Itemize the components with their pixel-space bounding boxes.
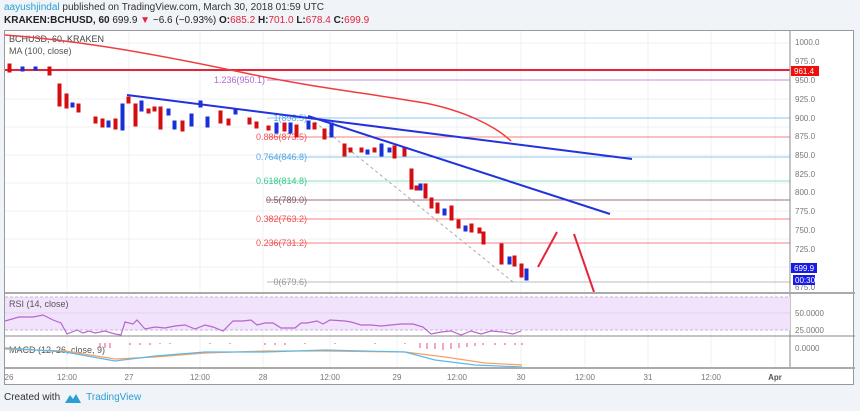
down-arrow-icon: ▼ xyxy=(140,15,151,26)
time-axis[interactable]: 26 12:00 27 12:00 28 12:00 29 12:00 30 1… xyxy=(5,373,782,382)
fib-label: 0.618(814.8) xyxy=(256,176,307,186)
rsi-axis: 50.0000 25.0000 xyxy=(795,309,824,335)
time-tick: 26 xyxy=(5,373,14,382)
candlesticks xyxy=(7,63,529,281)
projection-down-line xyxy=(573,233,595,293)
publish-text: published on TradingView.com, March 30, … xyxy=(62,2,325,13)
close-value: 699.9 xyxy=(344,15,370,26)
symbol-name: KRAKEN:BCHUSD, 60 xyxy=(4,15,110,26)
last-price-label: 699.9 xyxy=(794,264,815,273)
footer: Created with TradingView xyxy=(4,392,141,403)
chart-container[interactable]: BCHUSD, 60, KRAKEN MA (100, close) 1.236… xyxy=(4,30,855,386)
price-tick: 875.0 xyxy=(795,132,816,141)
price-tick: 900.0 xyxy=(795,114,816,123)
price-tick: 950.0 xyxy=(795,76,816,85)
low-label: L: xyxy=(296,15,306,26)
time-tick: 28 xyxy=(259,373,268,382)
time-tick: 12:00 xyxy=(190,373,211,382)
close-label: C: xyxy=(333,15,345,26)
rsi-line xyxy=(4,314,522,336)
last-price: 699.9 xyxy=(112,15,138,26)
time-tick: 12:00 xyxy=(575,373,596,382)
time-tick: 31 xyxy=(644,373,653,382)
price-tick: 850.0 xyxy=(795,151,816,160)
high-label: H: xyxy=(257,15,269,26)
fib-label: 0.5(789.0) xyxy=(266,195,307,205)
rsi-tick: 50.0000 xyxy=(795,309,824,318)
open-value: 685.2 xyxy=(230,15,256,26)
fib-label: 0.886(873.5) xyxy=(256,132,307,142)
fib-label: 0.236(731.2) xyxy=(256,238,307,248)
macd-signal-line xyxy=(4,348,523,366)
fib-label: 1.236(950.1) xyxy=(214,75,265,85)
macd-tick: 0.0000 xyxy=(795,344,820,353)
fib-label: 1(898.5) xyxy=(273,113,307,123)
open-label: O: xyxy=(219,15,231,26)
time-tick: 12:00 xyxy=(701,373,722,382)
rsi-tick: 25.0000 xyxy=(795,326,824,335)
tradingview-logo-icon xyxy=(65,393,82,403)
price-tick: 750.0 xyxy=(795,226,816,235)
price-axis[interactable]: 1000.0 975.0 950.0 925.0 900.0 875.0 850… xyxy=(795,38,820,292)
time-tick: Apr xyxy=(768,373,782,382)
trendline-lower[interactable] xyxy=(307,115,611,215)
price-tick: 925.0 xyxy=(795,95,816,104)
last-price-tag xyxy=(791,263,817,273)
projection-up-line xyxy=(537,231,558,268)
trendline-upper[interactable] xyxy=(126,94,633,160)
time-tick: 27 xyxy=(125,373,134,382)
low-value: 678.4 xyxy=(305,15,331,26)
time-tick: 12:00 xyxy=(320,373,341,382)
macd-line xyxy=(4,347,523,368)
author-link[interactable]: aayushjindal xyxy=(4,2,60,13)
price-tick: 675.0 xyxy=(795,283,816,292)
legend-rsi: RSI (14, close) xyxy=(9,299,69,309)
fib-label: 0.764(846.8) xyxy=(256,152,307,162)
symbol-info: KRAKEN:BCHUSD, 60 699.9 ▼ −6.6 (−0.93%) … xyxy=(4,15,369,26)
price-tick: 800.0 xyxy=(795,188,816,197)
macd-histogram xyxy=(99,343,523,350)
price-tick: 725.0 xyxy=(795,245,816,254)
legend-macd: MACD (12, 26, close, 9) xyxy=(9,345,105,355)
time-tick: 12:00 xyxy=(447,373,468,382)
price-change: −6.6 (−0.93%) xyxy=(152,15,217,26)
fibonacci-levels[interactable]: 1.236(950.1) 1(898.5) 0.886(873.5) 0.764… xyxy=(214,75,790,287)
resistance-price-tag xyxy=(791,66,819,76)
tradingview-link[interactable]: TradingView xyxy=(86,392,142,403)
created-with-text: Created with xyxy=(4,392,61,403)
price-tick: 975.0 xyxy=(795,57,816,66)
time-tick: 12:00 xyxy=(57,373,78,382)
legend-main: BCHUSD, 60, KRAKEN xyxy=(9,34,104,44)
countdown-tag xyxy=(793,275,815,285)
publish-info: aayushjindal published on TradingView.co… xyxy=(4,2,324,13)
chart-svg[interactable]: BCHUSD, 60, KRAKEN MA (100, close) 1.236… xyxy=(5,31,855,386)
resistance-price-label: 961.4 xyxy=(794,67,815,76)
price-tick: 1000.0 xyxy=(795,38,820,47)
price-tick: 775.0 xyxy=(795,207,816,216)
price-tick: 825.0 xyxy=(795,170,816,179)
fib-label: 0.382(763.2) xyxy=(256,214,307,224)
high-value: 701.0 xyxy=(268,15,294,26)
ma100-line xyxy=(4,34,512,142)
fib-label: 0(679.6) xyxy=(273,277,307,287)
time-tick: 30 xyxy=(517,373,526,382)
legend-ma: MA (100, close) xyxy=(9,46,72,56)
time-tick: 29 xyxy=(393,373,402,382)
countdown-label: 00:30 xyxy=(795,276,816,285)
